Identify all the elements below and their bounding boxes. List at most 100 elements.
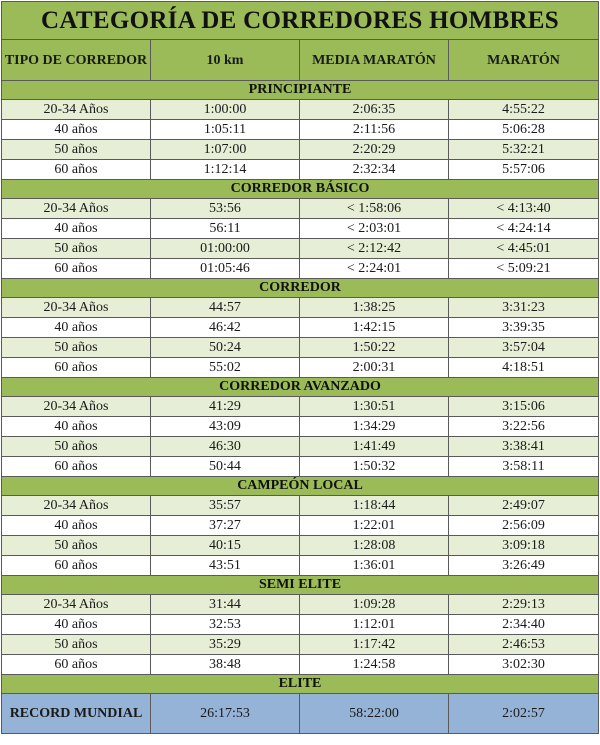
cell-10km: 46:42 [150, 317, 300, 338]
cell-10km: 50:24 [150, 337, 300, 358]
cell-marathon: 5:32:21 [447, 139, 600, 160]
table-row: 60 años 38:48 1:24:58 3:02:30 [1, 654, 600, 675]
cell-half-marathon: 1:50:32 [299, 456, 449, 477]
cell-10km: 40:15 [150, 535, 300, 556]
cell-half-marathon: 1:09:28 [299, 594, 449, 615]
cell-10km: 46:30 [150, 436, 300, 457]
section-header-row: ELITE [0, 674, 600, 694]
cell-age-group: 60 años [1, 159, 151, 180]
table-row: 60 años 50:44 1:50:32 3:58:11 [1, 456, 600, 477]
cell-marathon: 2:34:40 [447, 614, 600, 635]
cell-half-marathon: 1:22:01 [299, 515, 449, 536]
cell-10km: 50:44 [150, 456, 300, 477]
table-row: 40 años 46:42 1:42:15 3:39:35 [1, 317, 600, 338]
section-title: CORREDOR [0, 278, 600, 298]
cell-age-group: 60 años [1, 654, 151, 675]
record-row: RECORD MUNDIAL 26:17:53 58:22:00 2:02:57 [1, 693, 600, 734]
cell-half-marathon: 2:32:34 [299, 159, 449, 180]
cell-10km: 35:57 [150, 495, 300, 516]
cell-age-group: 50 años [1, 337, 151, 358]
cell-10km: 35:29 [150, 634, 300, 655]
cell-age-group: 60 años [1, 555, 151, 576]
section-title: CORREDOR BÁSICO [0, 179, 600, 199]
cell-10km: 53:56 [150, 198, 300, 219]
section-title: PRINCIPIANTE [0, 80, 600, 100]
cell-age-group: 40 años [1, 119, 151, 140]
cell-marathon: 4:18:51 [447, 357, 600, 378]
cell-age-group: 20-34 Años [1, 99, 151, 120]
table-row: 40 años 43:09 1:34:29 3:22:56 [1, 416, 600, 437]
cell-half-marathon: 1:30:51 [299, 396, 449, 417]
cell-half-marathon: 2:00:31 [299, 357, 449, 378]
section-header-row: CAMPEÓN LOCAL [0, 476, 600, 496]
cell-age-group: 40 años [1, 614, 151, 635]
cell-age-group: 50 años [1, 535, 151, 556]
cell-marathon: 4:55:22 [447, 99, 600, 120]
cell-marathon: 3:57:04 [447, 337, 600, 358]
table-row: 60 años 01:05:46 < 2:24:01 < 5:09:21 [1, 258, 600, 279]
cell-half-marathon: 1:24:58 [299, 654, 449, 675]
section-title: SEMI ELITE [0, 575, 600, 595]
cell-10km: 31:44 [150, 594, 300, 615]
cell-age-group: 50 años [1, 436, 151, 457]
cell-marathon: 5:57:06 [447, 159, 600, 180]
table-row: 20-34 Años 44:57 1:38:25 3:31:23 [1, 297, 600, 318]
cell-half-marathon: 2:20:29 [299, 139, 449, 160]
section-header-row: CORREDOR [0, 278, 600, 298]
cell-age-group: 60 años [1, 258, 151, 279]
table-row: 60 años 55:02 2:00:31 4:18:51 [1, 357, 600, 378]
cell-age-group: 40 años [1, 218, 151, 239]
record-10km: 26:17:53 [150, 693, 300, 734]
cell-marathon: 3:31:23 [447, 297, 600, 318]
section-header-row: CORREDOR AVANZADO [0, 377, 600, 397]
table-row: 40 años 32:53 1:12:01 2:34:40 [1, 614, 600, 635]
table-row: 50 años 35:29 1:17:42 2:46:53 [1, 634, 600, 655]
table-row: 40 años 1:05:11 2:11:56 5:06:28 [1, 119, 600, 140]
table-row: 20-34 Años 53:56 < 1:58:06 < 4:13:40 [1, 198, 600, 219]
table-row: 40 años 56:11 < 2:03:01 < 4:24:14 [1, 218, 600, 239]
cell-half-marathon: 2:11:56 [299, 119, 449, 140]
column-header-runner-type: TIPO DE CORREDOR [1, 39, 151, 81]
cell-10km: 01:00:00 [150, 238, 300, 259]
section-header-row: CORREDOR BÁSICO [0, 179, 600, 199]
cell-marathon: 3:15:06 [447, 396, 600, 417]
table-row: 40 años 37:27 1:22:01 2:56:09 [1, 515, 600, 536]
cell-half-marathon: 2:06:35 [299, 99, 449, 120]
cell-half-marathon: 1:41:49 [299, 436, 449, 457]
cell-half-marathon: < 2:24:01 [299, 258, 449, 279]
section-title: CAMPEÓN LOCAL [0, 476, 600, 496]
table-row: 20-34 Años 35:57 1:18:44 2:49:07 [1, 495, 600, 516]
cell-10km: 43:09 [150, 416, 300, 437]
cell-marathon: < 4:13:40 [447, 198, 600, 219]
cell-10km: 56:11 [150, 218, 300, 239]
section-header-row: SEMI ELITE [0, 575, 600, 595]
cell-age-group: 50 años [1, 139, 151, 160]
table-row: 50 años 01:00:00 < 2:12:42 < 4:45:01 [1, 238, 600, 259]
table-row: 20-34 Años 1:00:00 2:06:35 4:55:22 [1, 99, 600, 120]
cell-half-marathon: 1:17:42 [299, 634, 449, 655]
cell-marathon: 2:46:53 [447, 634, 600, 655]
cell-marathon: < 4:24:14 [447, 218, 600, 239]
section-header-row: PRINCIPIANTE [0, 80, 600, 100]
table-row: 60 años 43:51 1:36:01 3:26:49 [1, 555, 600, 576]
cell-10km: 44:57 [150, 297, 300, 318]
cell-10km: 32:53 [150, 614, 300, 635]
cell-age-group: 20-34 Años [1, 198, 151, 219]
cell-age-group: 50 años [1, 238, 151, 259]
cell-half-marathon: 1:28:08 [299, 535, 449, 556]
cell-marathon: 3:58:11 [447, 456, 600, 477]
cell-half-marathon: < 2:12:42 [299, 238, 449, 259]
table-row: 50 años 1:07:00 2:20:29 5:32:21 [1, 139, 600, 160]
cell-age-group: 40 años [1, 416, 151, 437]
table-body: PRINCIPIANTE 20-34 Años 1:00:00 2:06:35 4:55… [0, 80, 600, 734]
cell-marathon: 3:26:49 [447, 555, 600, 576]
cell-marathon: 3:38:41 [447, 436, 600, 457]
cell-half-marathon: 1:42:15 [299, 317, 449, 338]
cell-half-marathon: 1:38:25 [299, 297, 449, 318]
cell-marathon: 3:09:18 [447, 535, 600, 556]
cell-age-group: 50 años [1, 634, 151, 655]
cell-10km: 01:05:46 [150, 258, 300, 279]
cell-age-group: 40 años [1, 515, 151, 536]
